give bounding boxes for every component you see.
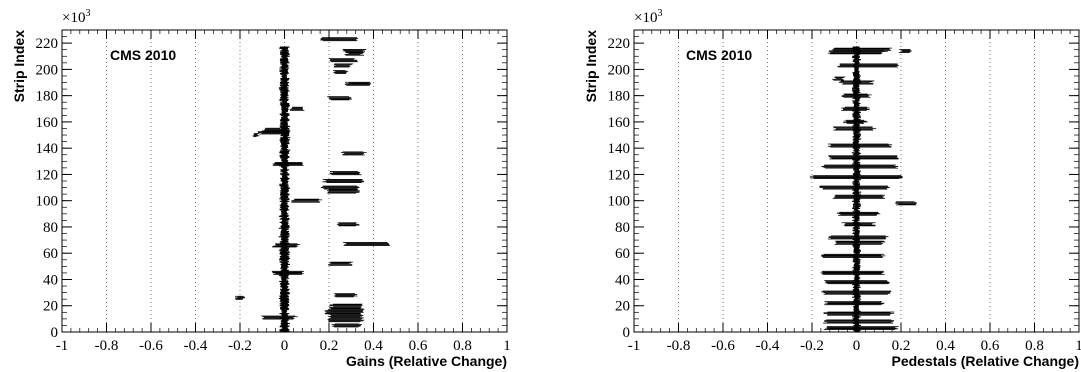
y-multiplier-exponent: 3 (85, 8, 90, 19)
y-tick-labels: 0 20 40 60 80 100 120 140 160 180 200 220 (36, 36, 59, 341)
cms-annotation: CMS 2010 (110, 47, 176, 63)
x-tick-label: 0 (853, 338, 861, 354)
x-axis-title: Pedestals (Relative Change) (891, 353, 1079, 369)
x-tick-label: -1 (628, 338, 641, 354)
x-tick-label: 1 (1075, 338, 1081, 354)
x-tick-label: -0.6 (139, 338, 163, 354)
y-tick-label: 40 (43, 272, 58, 288)
cms-annotation: CMS 2010 (686, 47, 752, 63)
x-tick-label: -0.2 (800, 338, 824, 354)
x-tick-label: 0.4 (364, 338, 383, 354)
x-tick-label: 1 (503, 338, 511, 354)
x-tick-label: 0.6 (409, 338, 428, 354)
y-tick-label: 180 (608, 89, 631, 105)
y-tick-label: 60 (43, 246, 58, 262)
y-multiplier-base: ×10 (634, 10, 657, 26)
y-tick-label: 200 (608, 62, 631, 78)
y-multiplier-base: ×10 (62, 10, 85, 26)
x-tick-label: 0.2 (320, 338, 339, 354)
x-tick-label: -0.4 (756, 338, 780, 354)
y-tick-label: 160 (608, 115, 631, 131)
x-tick-labels: -1 -0.8 -0.6 -0.4 -0.2 0 0.2 0.4 0.6 0.8 1 (628, 338, 1081, 354)
x-tick-label: -0.4 (184, 338, 208, 354)
y-tick-label: 220 (608, 36, 631, 52)
pedestals-panel: -1 -0.8 -0.6 -0.4 -0.2 0 0.2 0.4 0.6 0.8 1 0 20 40 60… (583, 8, 1081, 369)
axis-ticks (633, 29, 1080, 333)
axis-ticks (61, 29, 508, 333)
y-tick-label: 180 (36, 89, 59, 105)
x-tick-label: 0.8 (453, 338, 472, 354)
y-multiplier: ×103 (634, 8, 662, 26)
y-multiplier: ×103 (62, 8, 90, 26)
y-tick-label: 140 (36, 141, 59, 157)
x-tick-label: -0.8 (95, 338, 119, 354)
y-tick-label: 20 (615, 299, 630, 315)
x-tick-label: 0.2 (892, 338, 911, 354)
data-points (234, 37, 391, 333)
y-tick-label: 60 (615, 246, 630, 262)
y-tick-label: 20 (43, 299, 58, 315)
y-tick-label: 80 (43, 220, 58, 236)
y-tick-label: 120 (608, 167, 631, 183)
y-axis-title: Strip Index (11, 30, 27, 103)
y-tick-label: 160 (36, 115, 59, 131)
x-tick-label: 0.6 (981, 338, 1000, 354)
y-tick-label: 200 (36, 62, 59, 78)
data-points (809, 46, 917, 333)
x-tick-label: -1 (56, 338, 69, 354)
x-tick-label: 0 (281, 338, 289, 354)
y-axis-title: Strip Index (583, 30, 599, 103)
y-tick-labels: 0 20 40 60 80 100 120 140 160 180 200 220 (608, 36, 631, 341)
y-tick-label: 100 (608, 194, 631, 210)
x-tick-labels: -1 -0.8 -0.6 -0.4 -0.2 0 0.2 0.4 0.6 0.8 1 (56, 338, 511, 354)
y-multiplier-exponent: 3 (657, 8, 662, 19)
y-tick-label: 140 (608, 141, 631, 157)
x-tick-label: -0.8 (667, 338, 691, 354)
y-tick-label: 100 (36, 194, 59, 210)
y-tick-label: 220 (36, 36, 59, 52)
y-tick-label: 0 (623, 325, 631, 341)
x-axis-title: Gains (Relative Change) (346, 353, 507, 369)
gains-panel: -1 -0.8 -0.6 -0.4 -0.2 0 0.2 0.4 0.6 0.8 1 0 20 40 60… (11, 8, 511, 369)
y-tick-label: 0 (51, 325, 59, 341)
y-tick-label: 120 (36, 167, 59, 183)
x-tick-label: -0.6 (711, 338, 735, 354)
x-tick-label: 0.8 (1025, 338, 1044, 354)
y-tick-label: 80 (615, 220, 630, 236)
x-tick-label: -0.2 (228, 338, 252, 354)
y-tick-label: 40 (615, 272, 630, 288)
x-tick-label: 0.4 (936, 338, 955, 354)
